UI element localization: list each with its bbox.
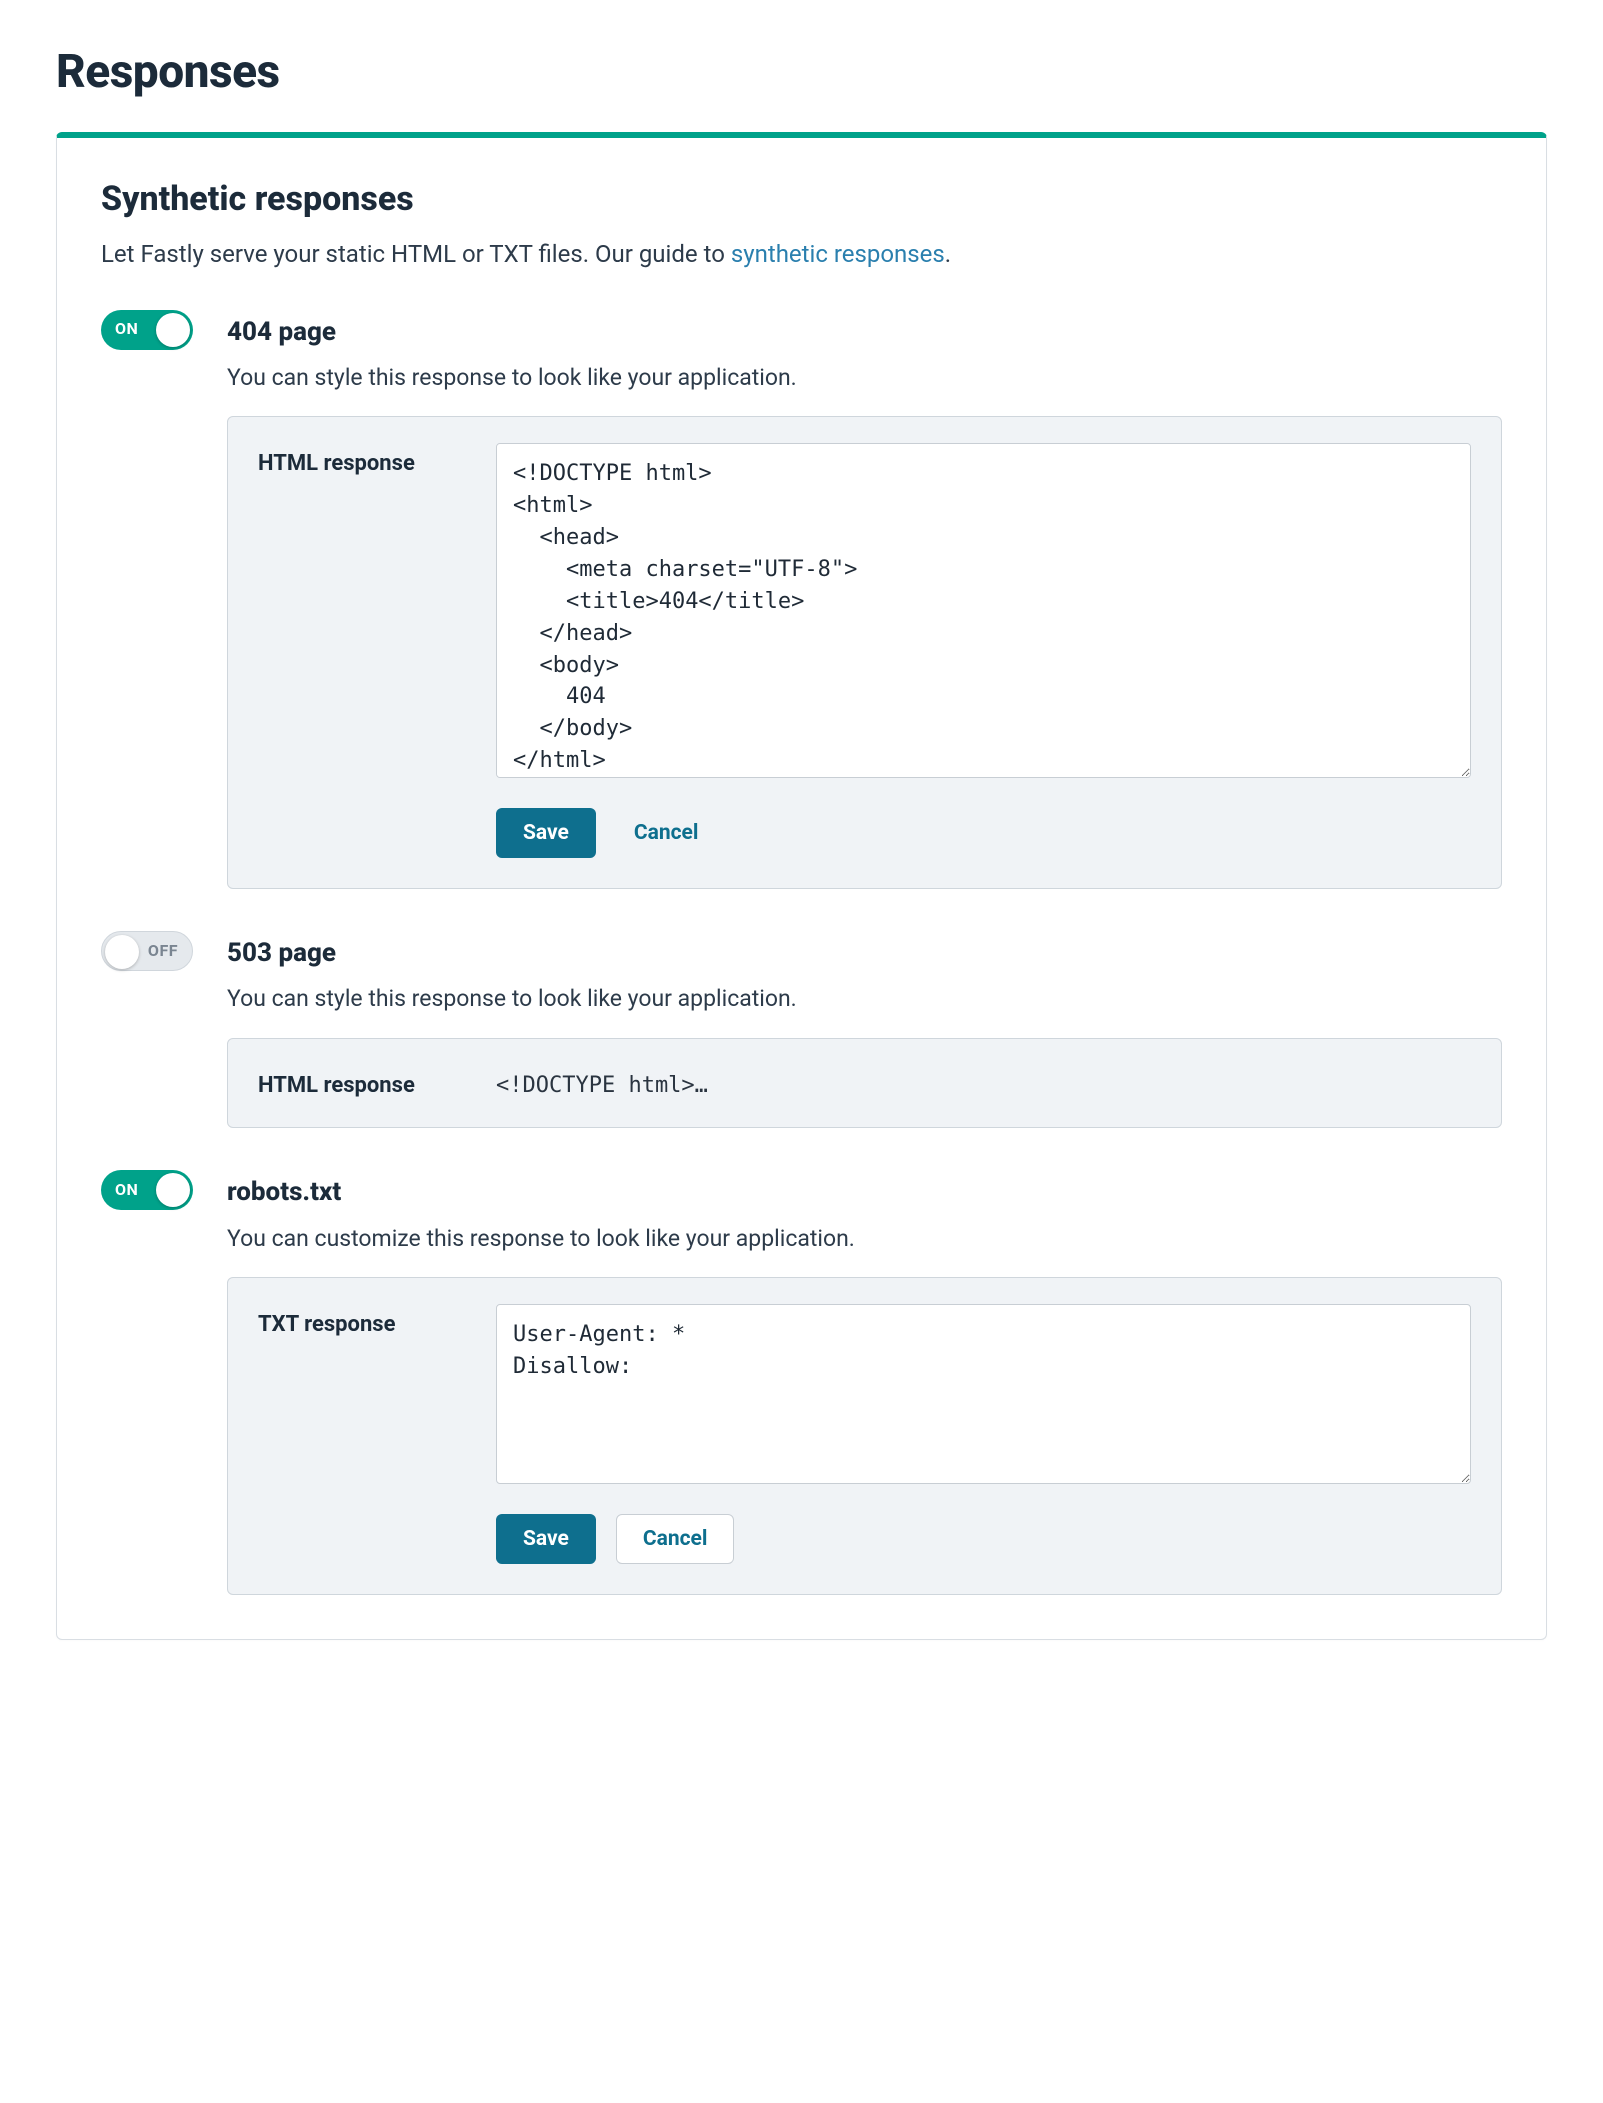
button-row-404: Save Cancel bbox=[496, 808, 1471, 858]
panel-robots: TXT response Save Cancel bbox=[227, 1277, 1502, 1595]
field-label-404: HTML response bbox=[258, 443, 468, 480]
row-title-503: 503 page bbox=[227, 935, 1502, 971]
response-row-robots: ON robots.txt You can customize this res… bbox=[101, 1170, 1502, 1594]
save-button[interactable]: Save bbox=[496, 808, 596, 858]
row-body-503: 503 page You can style this response to … bbox=[227, 931, 1502, 1128]
synthetic-responses-link[interactable]: synthetic responses bbox=[731, 240, 945, 268]
row-desc-404: You can style this response to look like… bbox=[227, 362, 1502, 394]
collapsed-preview-503: <!DOCTYPE html>… bbox=[496, 1065, 708, 1102]
toggle-knob-icon bbox=[156, 313, 190, 347]
row-body-robots: robots.txt You can customize this respon… bbox=[227, 1170, 1502, 1594]
toggle-knob-icon bbox=[105, 935, 139, 969]
response-row-503: OFF 503 page You can style this response… bbox=[101, 931, 1502, 1128]
toggle-robots[interactable]: ON bbox=[101, 1170, 193, 1210]
toggle-knob-icon bbox=[156, 1173, 190, 1207]
row-title-robots: robots.txt bbox=[227, 1174, 1502, 1210]
page-title: Responses bbox=[56, 40, 1547, 104]
toggle-label: OFF bbox=[148, 940, 178, 962]
field-body-404: Save Cancel bbox=[496, 443, 1471, 858]
toggle-label: ON bbox=[115, 318, 138, 340]
txt-response-textarea-robots[interactable] bbox=[496, 1304, 1471, 1484]
html-response-textarea-404[interactable] bbox=[496, 443, 1471, 778]
button-row-robots: Save Cancel bbox=[496, 1514, 1471, 1564]
cancel-button[interactable]: Cancel bbox=[616, 1514, 735, 1564]
panel-503: HTML response <!DOCTYPE html>… bbox=[227, 1038, 1502, 1129]
cancel-button[interactable]: Cancel bbox=[616, 809, 717, 857]
section-lede: Let Fastly serve your static HTML or TXT… bbox=[101, 238, 1502, 272]
toggle-503[interactable]: OFF bbox=[101, 931, 193, 971]
field-body-robots: Save Cancel bbox=[496, 1304, 1471, 1564]
response-row-404: ON 404 page You can style this response … bbox=[101, 310, 1502, 889]
field-label-503: HTML response bbox=[258, 1065, 468, 1102]
row-desc-robots: You can customize this response to look … bbox=[227, 1223, 1502, 1255]
row-desc-503: You can style this response to look like… bbox=[227, 983, 1502, 1015]
lede-text-prefix: Let Fastly serve your static HTML or TXT… bbox=[101, 240, 731, 268]
panel-404: HTML response Save Cancel bbox=[227, 416, 1502, 889]
responses-card: Synthetic responses Let Fastly serve you… bbox=[56, 132, 1547, 1639]
row-title-404: 404 page bbox=[227, 314, 1502, 350]
field-label-robots: TXT response bbox=[258, 1304, 468, 1341]
toggle-404[interactable]: ON bbox=[101, 310, 193, 350]
lede-text-suffix: . bbox=[945, 240, 951, 268]
row-body-404: 404 page You can style this response to … bbox=[227, 310, 1502, 889]
section-heading: Synthetic responses bbox=[101, 176, 1502, 224]
save-button[interactable]: Save bbox=[496, 1514, 596, 1564]
toggle-label: ON bbox=[115, 1179, 138, 1201]
